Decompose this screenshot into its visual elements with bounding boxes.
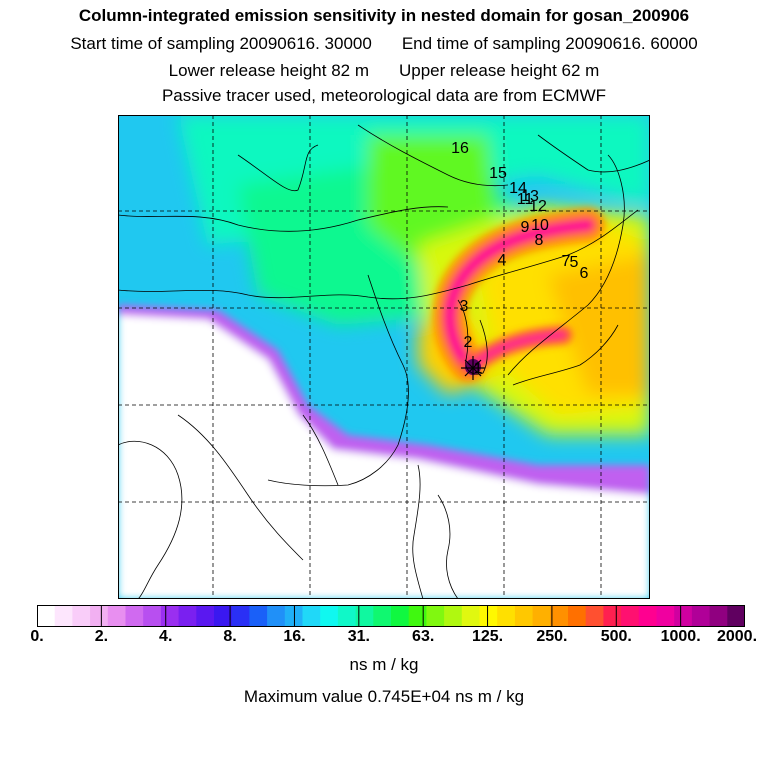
trajectory-label: 8 (535, 232, 544, 249)
colorbar-swatch (337, 605, 357, 627)
colorbar-swatch (90, 605, 109, 627)
colorbar-swatch (125, 605, 144, 627)
colorbar (37, 605, 745, 627)
colorbar-swatch (355, 605, 374, 627)
colorbar-swatch (408, 605, 427, 627)
colorbar-tick-label: 63. (412, 628, 435, 645)
colorbar-unit: ns m / kg (349, 655, 419, 674)
trajectory-label: 12 (529, 198, 547, 215)
colorbar-swatch (196, 605, 215, 627)
colorbar-swatch (461, 605, 480, 627)
trajectory-label: 7 (562, 253, 571, 270)
receptor-star-icon (461, 356, 485, 380)
colorbar-tick-label: 2. (94, 628, 109, 645)
colorbar-swatch (72, 605, 91, 627)
trajectory-label: 16 (451, 140, 469, 157)
colorbar-swatch (214, 605, 233, 627)
colorbar-swatch (426, 605, 445, 627)
sensitivity-map: 1 2 3 4 5 6 7 8 9 10 11 12 13 14 15 16 (118, 115, 650, 599)
colorbar-swatch (302, 605, 321, 627)
maximum-value-label: Maximum value 0.745E+04 ns m / kg (243, 687, 525, 706)
trajectory-label: 15 (489, 165, 507, 182)
colorbar-tick-label: 8. (223, 628, 237, 645)
trajectory-label: 1 (474, 360, 483, 377)
colorbar-swatch (585, 605, 604, 627)
colorbar-swatch (727, 605, 745, 627)
colorbar-swatch (514, 605, 534, 627)
colorbar-swatch (373, 605, 392, 627)
upper-release-height-label: Upper release height 62 m (399, 61, 600, 80)
colorbar-tick-label: 16. (283, 628, 306, 645)
lower-release-height-label: Lower release height 82 m (168, 61, 369, 80)
colorbar-swatch (143, 605, 162, 627)
trajectory-label: 10 (531, 217, 549, 234)
tracer-note: Passive tracer used, meteorological data… (161, 86, 607, 105)
colorbar-swatch (621, 605, 640, 627)
colorbar-swatch (444, 605, 463, 627)
colorbar-swatch (568, 605, 587, 627)
colorbar-tick-label: 1000. (660, 628, 701, 645)
colorbar-swatch (391, 605, 410, 627)
colorbar-swatch (178, 605, 197, 627)
colorbar-swatch (249, 605, 268, 627)
release-height-line: Lower release height 82 m Upper release h… (0, 61, 768, 81)
colorbar-swatch (284, 605, 303, 627)
trajectory-label: 5 (570, 254, 579, 271)
colorbar-swatch (603, 605, 622, 627)
colorbar-swatch (656, 605, 675, 627)
colorbar-swatch (479, 605, 498, 627)
colorbar-swatch (160, 605, 180, 627)
end-time-label: End time of sampling 20090616. 60000 (401, 34, 698, 53)
colorbar-tick-label: 2000. (716, 628, 758, 645)
trajectory-label: 9 (521, 219, 530, 236)
colorbar-swatch (532, 605, 551, 627)
colorbar-swatch (709, 605, 728, 627)
colorbar-swatch (54, 605, 73, 627)
colorbar-tick-label: 500. (600, 628, 632, 645)
trajectory-label: 2 (464, 334, 473, 351)
colorbar-tick-label: 125. (471, 628, 504, 645)
colorbar-swatch (107, 605, 126, 627)
colorbar-tick-label: 31. (347, 628, 370, 645)
start-time-label: Start time of sampling 20090616. 30000 (70, 34, 372, 53)
colorbar-tick-label: 250. (536, 628, 568, 645)
trajectory-label: 13 (521, 188, 539, 205)
trajectory-label: 3 (460, 298, 469, 315)
colorbar-tick-label: 0. (30, 628, 44, 645)
colorbar-swatch (691, 605, 711, 627)
sampling-time-line: Start time of sampling 20090616. 30000 En… (0, 34, 768, 54)
colorbar-swatch (497, 605, 516, 627)
trajectory-label: 14 (509, 180, 527, 197)
trajectory-label: 4 (498, 252, 507, 269)
colorbar-swatch (267, 605, 286, 627)
colorbar-swatch (674, 605, 693, 627)
colorbar-tick-label: 4. (159, 628, 173, 645)
colorbar-swatch (320, 605, 339, 627)
colorbar-swatch (638, 605, 657, 627)
colorbar-swatch (231, 605, 250, 627)
colorbar-swatch (37, 605, 56, 627)
map-title: Column-integrated emission sensitivity i… (78, 6, 690, 25)
trajectory-label: 6 (580, 265, 589, 282)
colorbar-swatch (550, 605, 569, 627)
trajectory-label: 11 (517, 191, 534, 208)
